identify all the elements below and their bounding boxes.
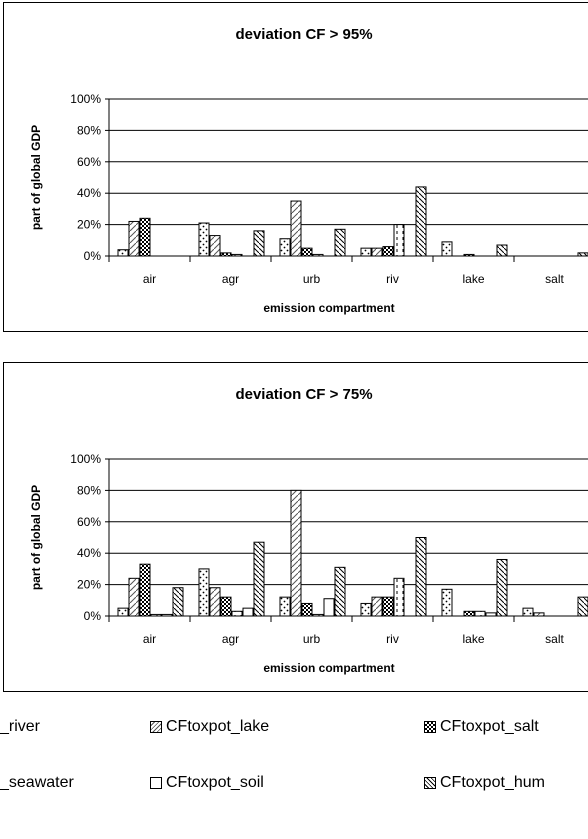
y-tick-label: 80% [77, 123, 101, 137]
x-tick-label: air [143, 272, 156, 286]
bar-cftoxpot_human [334, 566, 346, 617]
bar-cftoxpot_river [522, 607, 534, 617]
bar-cftoxpot_salt [382, 596, 394, 617]
bar-cftoxpot_seawater [393, 224, 405, 257]
bar-cftoxpot_river [360, 247, 372, 257]
bar-cftoxpot_river [279, 238, 291, 257]
x-tick-label: riv [386, 272, 399, 286]
bar-cftoxpot_salt [301, 602, 313, 617]
bar-cftoxpot_seawater [474, 610, 486, 617]
legend-label: CFtoxpot_soil [166, 774, 264, 791]
legend-label: CFtoxpot_hum [440, 774, 545, 791]
x-tick-label: air [143, 632, 156, 646]
y-tick-label: 60% [77, 155, 101, 169]
chart-title: deviation CF > 75% [235, 386, 372, 403]
x-tick-label: lake [462, 632, 484, 646]
legend-item-human: CFtoxpot_hum [424, 774, 545, 792]
x-axis-label: emission compartment [263, 301, 394, 315]
x-tick-label: agr [222, 632, 239, 646]
y-tick-label: 20% [77, 578, 101, 592]
bar-cftoxpot_river [117, 607, 129, 617]
legend-label: _seawater [0, 774, 74, 791]
bar-cftoxpot_human [496, 244, 508, 257]
x-tick-label: salt [545, 272, 564, 286]
x-tick-label: salt [545, 632, 564, 646]
legend-item-lake: CFtoxpot_lake [150, 718, 269, 736]
bar-cftoxpot_human [415, 186, 427, 257]
legend-label: CFtoxpot_salt [440, 718, 539, 735]
y-tick-label: 60% [77, 515, 101, 529]
y-axis-label: part of global GDP [29, 485, 43, 590]
bar-cftoxpot_human [334, 228, 346, 257]
bar-cftoxpot_lake [209, 587, 221, 617]
bar-cftoxpot_salt [301, 247, 313, 257]
x-tick-label: urb [303, 272, 321, 286]
y-tick-label: 40% [77, 186, 101, 200]
human-swatch [424, 777, 436, 789]
bar-cftoxpot_salt [382, 246, 394, 257]
bar-cftoxpot_lake [371, 247, 383, 257]
bar-cftoxpot_human [577, 596, 588, 617]
bar-cftoxpot_lake [128, 220, 140, 257]
bar-cftoxpot_river [117, 249, 129, 257]
bar-cftoxpot_lake [290, 489, 302, 617]
bar-cftoxpot_salt [139, 563, 151, 617]
y-tick-label: 100% [70, 452, 101, 466]
bar-cftoxpot_river [360, 602, 372, 617]
bar-cftoxpot_soil [242, 607, 254, 617]
bar-cftoxpot_seawater [393, 577, 405, 617]
bar-cftoxpot_lake [371, 596, 383, 617]
chart-75: deviation CF > 75% 0% 20% 40% 60% 80% 100% part… [29, 386, 588, 675]
salt-swatch [424, 721, 436, 733]
legend-label: _river [0, 718, 41, 735]
y-tick-label: 80% [77, 483, 101, 497]
chart-panel-95: deviation CF > 95% 0% 20% 40% 60% 80% 100% part… [3, 2, 588, 332]
bar-cftoxpot_human [496, 558, 508, 617]
chart-title: deviation CF > 95% [235, 26, 372, 43]
legend: _river CFtoxpot_lake CFtoxpot_salt _seaw… [0, 718, 588, 838]
bar-cftoxpot_lake [209, 235, 221, 257]
bar-cftoxpot_human [253, 230, 265, 257]
bar-cftoxpot_lake [290, 200, 302, 257]
lake-swatch [150, 721, 162, 733]
bar-cftoxpot_salt [463, 610, 475, 617]
bar-cftoxpot_river [441, 588, 453, 617]
y-tick-label: 0% [84, 609, 102, 623]
y-tick-label: 20% [77, 218, 101, 232]
y-tick-label: 100% [70, 92, 101, 106]
bar-cftoxpot_river [279, 596, 291, 617]
legend-item-seawater: _seawater [0, 774, 74, 792]
bar-cftoxpot_seawater [231, 610, 243, 617]
bar-cftoxpot_salt [139, 217, 151, 257]
bar-cftoxpot_salt [220, 596, 232, 617]
bar-cftoxpot_human [172, 587, 184, 617]
bar-cftoxpot_river [441, 241, 453, 257]
soil-swatch [150, 777, 162, 789]
bar-cftoxpot_soil [323, 598, 335, 617]
x-tick-label: riv [386, 632, 399, 646]
x-tick-label: urb [303, 632, 321, 646]
x-tick-label: agr [222, 272, 239, 286]
chart-95: deviation CF > 95% 0% 20% 40% 60% 80% 100% part… [29, 26, 588, 315]
y-axis-label: part of global GDP [29, 125, 43, 230]
legend-item-river: _river [0, 718, 40, 736]
bar-cftoxpot_river [198, 568, 210, 617]
chart-panel-75: deviation CF > 75% 0% 20% 40% 60% 80% 100% part… [3, 362, 588, 692]
legend-item-salt: CFtoxpot_salt [424, 718, 539, 736]
bar-cftoxpot_human [253, 541, 265, 617]
bar-cftoxpot_human [415, 537, 427, 617]
y-tick-label: 40% [77, 546, 101, 560]
legend-label: CFtoxpot_lake [166, 718, 270, 735]
bar-cftoxpot_lake [128, 577, 140, 617]
bar-cftoxpot_river [198, 222, 210, 257]
y-tick-label: 0% [84, 249, 102, 263]
x-axis-label: emission compartment [263, 661, 394, 675]
legend-item-soil: CFtoxpot_soil [150, 774, 264, 792]
x-tick-label: lake [462, 272, 484, 286]
